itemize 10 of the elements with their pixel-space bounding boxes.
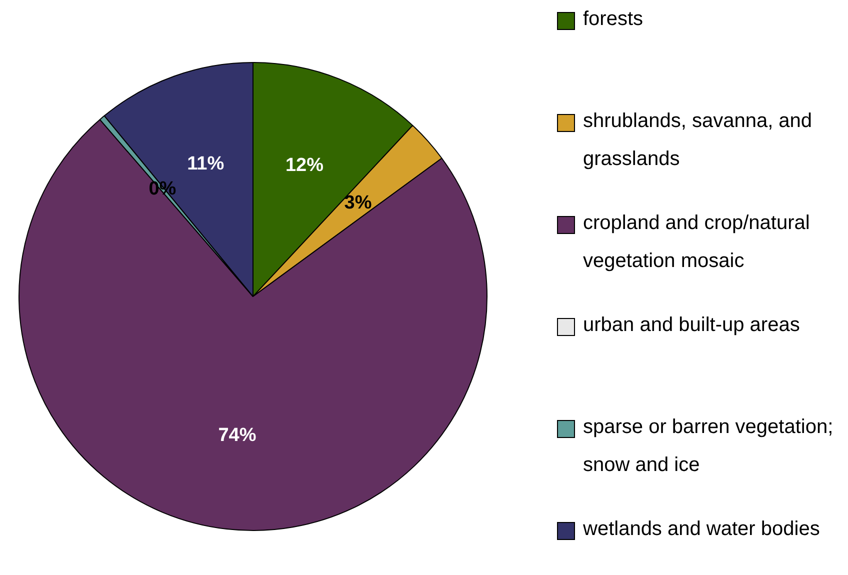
legend-label: forests (583, 7, 644, 32)
legend-label: sparse or barren vegetation; snow and ice (583, 415, 834, 478)
legend-label: urban and built-up areas (583, 313, 801, 338)
legend-label: shrublands, savanna, and grasslands (583, 109, 814, 172)
data-label: 11% (187, 154, 224, 175)
legend-label: wetlands and water bodies (583, 517, 821, 542)
data-label: 12% (285, 155, 324, 176)
legend-label: cropland and crop/natural vegetation mosaic (583, 211, 811, 274)
data-label: 74% (218, 425, 256, 446)
data-label: 3% (344, 192, 372, 214)
